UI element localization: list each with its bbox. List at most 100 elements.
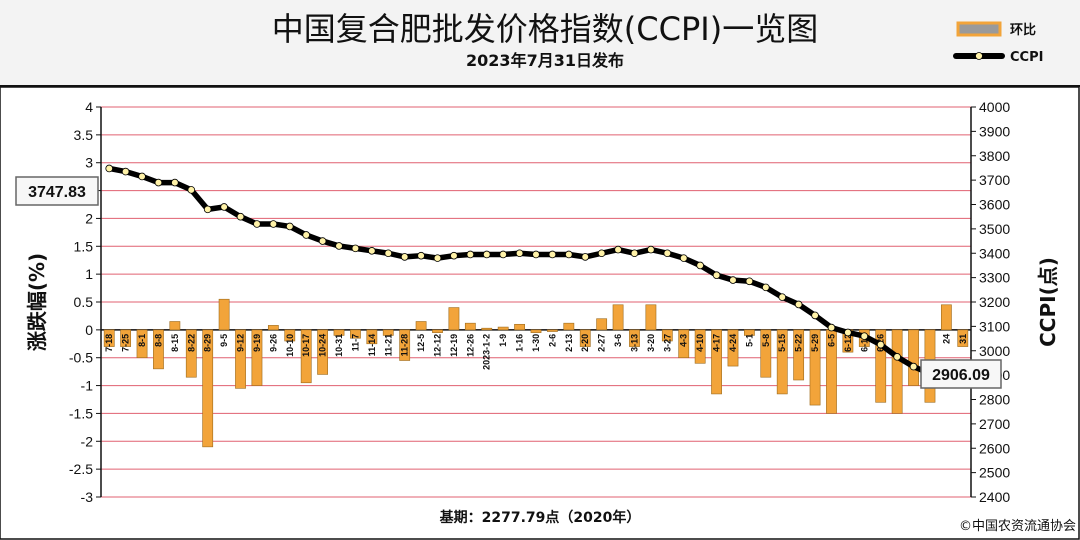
x-tick-label: 5-8 [761,334,771,347]
left-tick-label: -0.5 [69,350,93,366]
bar-7-10 [908,329,919,386]
ccpi-point-6-12 [844,328,852,337]
header-band [0,0,1080,86]
bar-8-1 [136,329,148,359]
bar-7-31 [957,329,969,347]
x-tick-label: 7-25 [121,334,131,352]
left-tick-label: -1.5 [69,405,93,421]
bar-11-28 [399,329,411,361]
ccpi-point-3-13 [630,249,639,258]
ccpi-point-5-1 [745,277,754,286]
right-tick-label: 2400 [979,489,1010,505]
right-tick-label: 3100 [979,318,1010,334]
x-tick-label: 9-5 [219,334,229,347]
bar-4-3 [678,329,690,359]
x-tick-label: 3-27 [662,334,672,352]
x-tick-label: 5-15 [777,334,787,352]
ccpi-point-7-10 [909,362,918,371]
start-callout-box [15,176,99,206]
right-tick-label: 3900 [979,123,1010,139]
x-tick-label: 8-22 [186,334,196,352]
ccpi-point-3-20 [647,245,655,254]
bar-12-19 [448,307,460,331]
ccpi-point-4-24 [729,276,737,284]
chart-title: 中国复合肥批发价格指数(CCPI)一览图 [272,10,818,48]
ccpi-point-5-8 [762,283,770,292]
x-tick-label: 31 [958,334,968,344]
x-tick-label: 11-7 [350,334,360,352]
start-callout-value: 3747.83 [28,184,86,201]
ccpi-point-12-12 [433,254,442,262]
x-tick-label: 12-19 [449,334,459,357]
x-tick-label: 3-6 [613,334,623,347]
right-tick-label: 3500 [979,221,1010,237]
right-axis-title: CCPI(点) [1036,257,1060,347]
bar-2023-1-2 [481,327,493,331]
bar-3-27 [661,329,673,342]
ccpi-point-8-1 [138,172,146,181]
left-tick-label: 0 [85,322,93,338]
bar-9-19 [251,329,263,386]
x-tick-label: 2-27 [597,334,607,352]
x-tick-label: 6-12 [843,334,853,352]
x-tick-label: 9-12 [236,334,246,352]
outer-frame [0,86,1080,540]
legend-line-marker [975,52,983,60]
ccpi-point-9-26 [269,220,278,228]
ccpi-point-11-7 [351,244,360,253]
x-tick-label: 6-5 [826,334,836,347]
ccpi-point-11-28 [400,253,409,261]
x-tick-label: 10-10 [285,334,295,357]
end-callout-box [920,359,1002,389]
bar-2-20 [579,329,591,347]
x-tick-label: 11-28 [400,334,410,357]
x-tick-label: 12-12 [433,334,443,357]
bar-11-7 [350,329,361,339]
x-tick-label: 1-30 [531,334,541,352]
ccpi-point-10-17 [302,231,310,239]
right-tick-label: 2600 [979,440,1010,456]
bar-9-26 [267,325,279,331]
right-tick-label: 3800 [979,148,1010,164]
ccpi-point-6-26 [876,340,885,349]
bar-2-6 [547,329,558,332]
left-tick-label: 4 [85,99,93,115]
bar-10-10 [284,329,296,342]
bar-1-30 [530,329,542,333]
bar-7-3 [891,329,903,414]
x-tick-label: 3-13 [629,334,639,352]
left-tick-label: 3.5 [74,127,94,143]
ccpi-point-8-8 [154,178,163,187]
ccpi-point-7-25 [121,167,130,176]
legend-line-label: CCPI [1010,50,1043,65]
bar-10-17 [300,329,312,384]
bar-6-26 [875,329,887,403]
ccpi-point-6-19 [860,332,869,340]
bar-8-22 [185,329,197,378]
x-tick-label: 8-29 [203,334,213,352]
bar-5-8 [760,329,772,378]
x-tick-label: 24 [941,334,951,344]
bar-12-5 [415,321,427,331]
bar-5-22 [793,329,805,381]
left-tick-label: -2 [81,433,94,449]
x-tick-label: 8-8 [153,334,163,347]
ccpi-point-7-3 [893,353,901,361]
x-tick-label: 12-5 [416,334,426,352]
right-tick-label: 3400 [979,245,1010,261]
right-tick-label: 3000 [979,343,1010,359]
ccpi-point-1-30 [532,250,540,259]
bar-7-24 [940,304,952,331]
ccpi-point-5-22 [794,300,803,309]
left-tick-label: -1 [81,378,94,394]
bar-12-26 [464,322,476,331]
bar-5-1 [744,329,755,336]
right-tick-label: 3300 [979,270,1010,286]
x-tick-label: 10-31 [334,334,344,357]
ccpi-point-12-5 [417,251,425,260]
ccpi-point-7-18 [105,164,114,173]
x-tick-label: 11-21 [383,334,393,357]
ccpi-point-9-19 [253,220,261,228]
x-tick-label: 4-10 [695,334,705,352]
